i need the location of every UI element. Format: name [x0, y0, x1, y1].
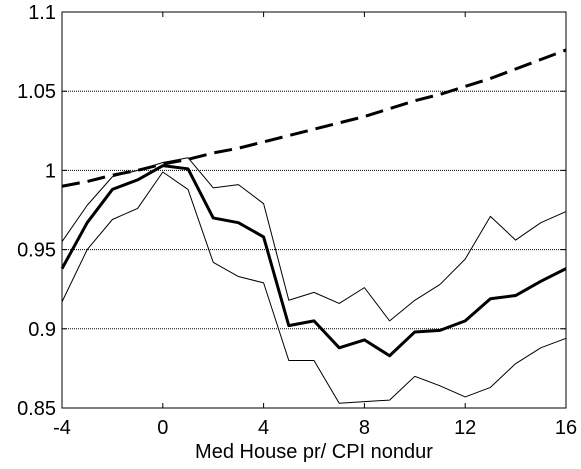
x-tick-label: 0 [157, 417, 168, 439]
series-line [60, 164, 567, 358]
y-tick-label: 0.85 [17, 398, 56, 420]
series-line [61, 171, 567, 404]
y-tick-label: 1.05 [17, 81, 56, 103]
x-axis-label: Med House pr/ CPI nondur [195, 441, 433, 463]
x-tick-label: 8 [359, 417, 370, 439]
x-tick-label: 4 [258, 417, 269, 439]
x-tick-label: 12 [454, 417, 476, 439]
y-tick-label: 0.95 [17, 240, 56, 262]
series-line [61, 157, 567, 322]
y-tick-label: 1.1 [28, 2, 56, 24]
series-line [61, 48, 567, 188]
plot-frame [61, 11, 567, 409]
x-tick-label: 16 [555, 417, 577, 439]
y-tick-label: 0.9 [28, 319, 56, 341]
y-tick-label: 1 [45, 160, 56, 182]
x-tick-label: -4 [53, 417, 71, 439]
